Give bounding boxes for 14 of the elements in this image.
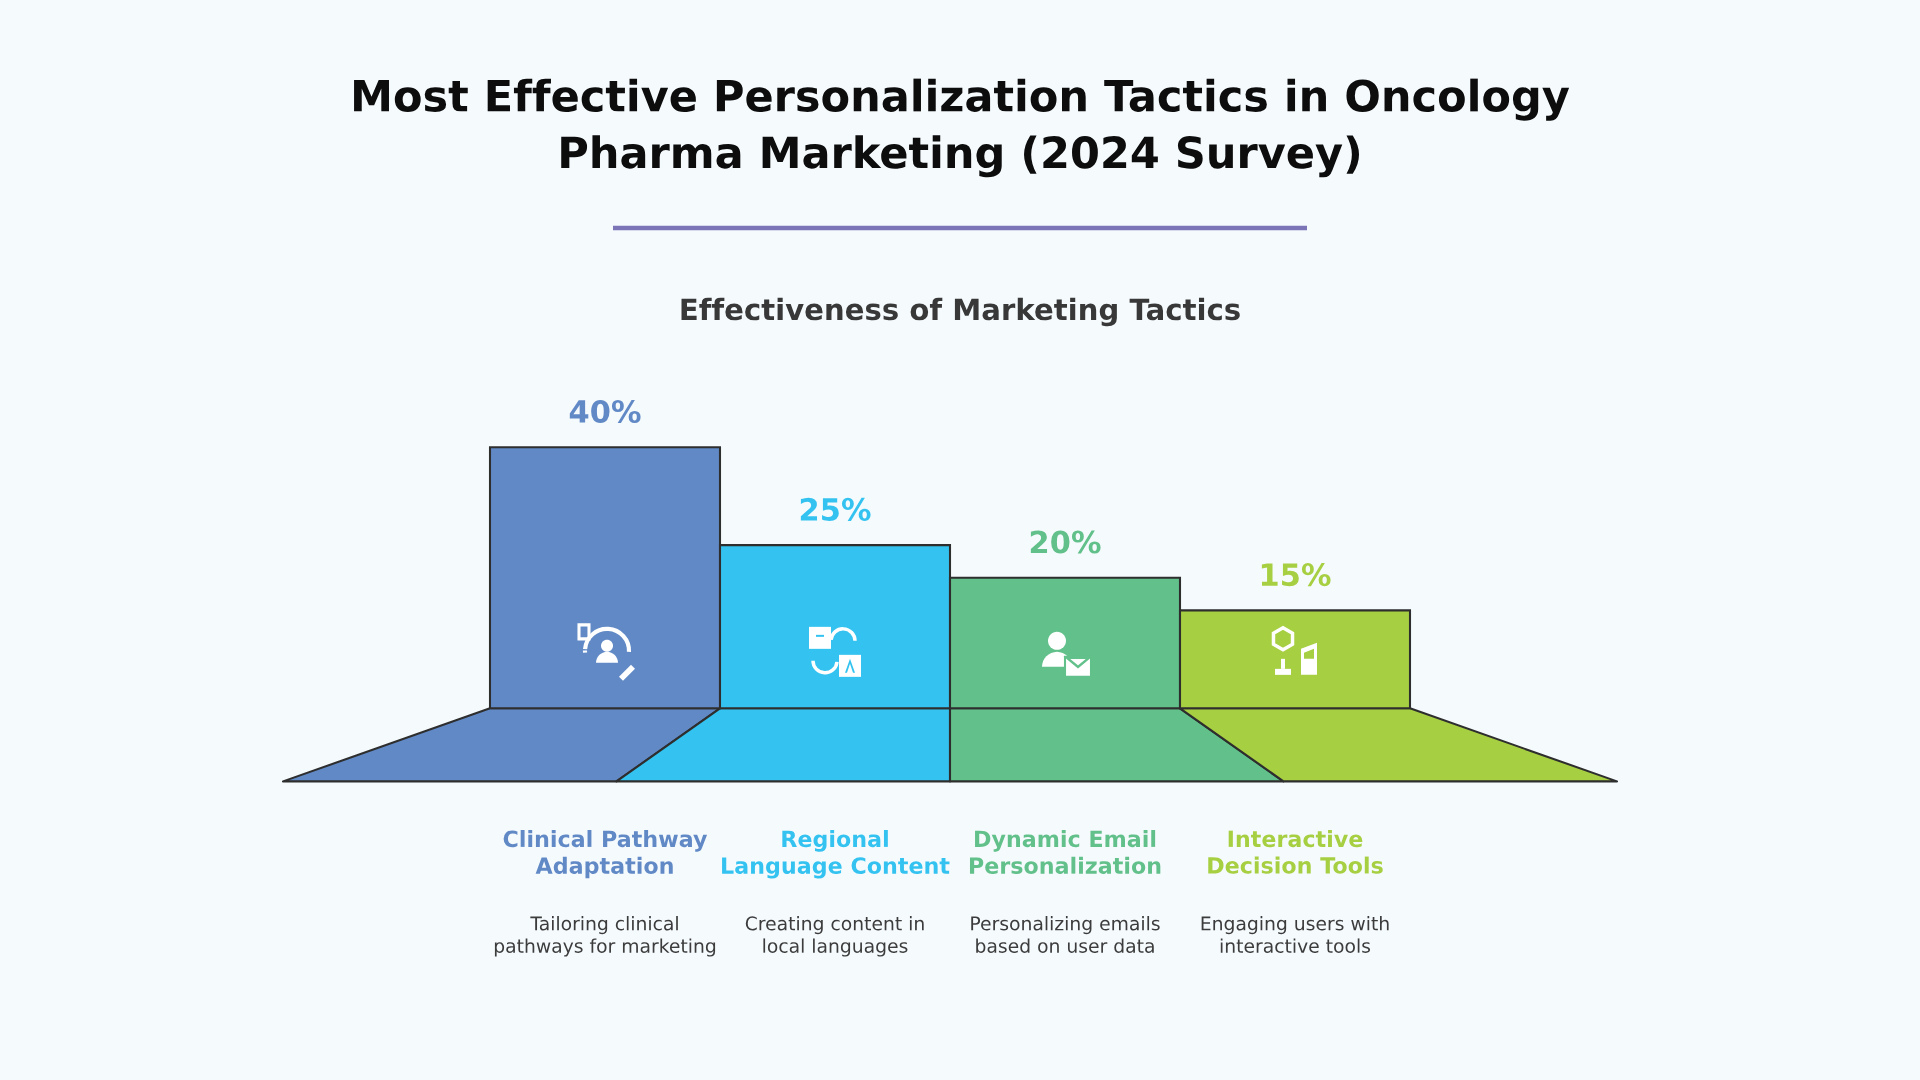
data-label: 15% — [1261, 563, 1331, 587]
text: Tailoring clinical pathways for marketing — [494, 916, 716, 957]
x-tick-label: Clinical Pathway Adaptation — [503, 830, 708, 879]
data-label: 20% — [1030, 530, 1101, 554]
x-tick-label: Dynamic Email Personalization — [969, 830, 1161, 874]
chart-title: Most Effective Personalization Tactics in Oncology Pharma Marketing (2024 Survey) — [354, 78, 1570, 178]
text: Personalizing emails based on user data — [971, 916, 1160, 953]
x-tick-label: Regional Language Content — [722, 830, 950, 879]
x-tick-label: Interactive Decision Tools — [1208, 830, 1383, 874]
data-label: 40% — [569, 399, 641, 424]
text: Engaging users with interactive tools — [1201, 916, 1389, 953]
chart-subtitle: Effectiveness of Marketing Tactics — [681, 297, 1240, 327]
data-label: 25% — [800, 497, 871, 521]
text: Creating content in local languages — [745, 916, 924, 957]
